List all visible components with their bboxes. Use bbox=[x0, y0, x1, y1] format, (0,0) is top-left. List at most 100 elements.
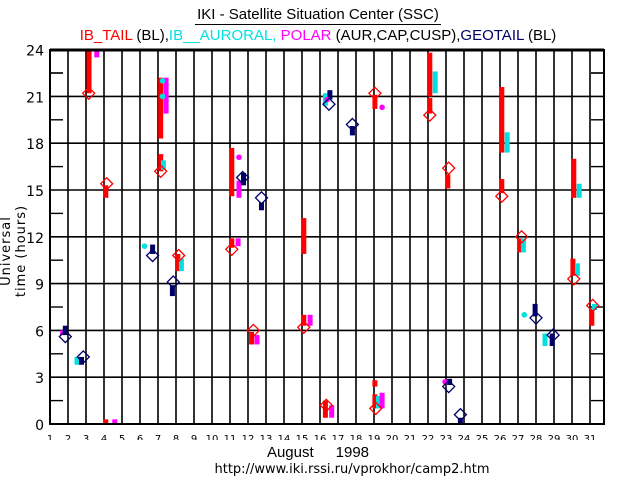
chart-plot: 1 2 3 4 5 6 7 8 9 10 11 12 13 14 15 16 17 18 19 20 21 22 23 24 2… bbox=[26, 44, 605, 440]
x-tick-label: 16 bbox=[314, 434, 327, 440]
diamond-marker-ib-tail bbox=[514, 229, 529, 244]
diamond-marker-ib-tail bbox=[566, 272, 581, 286]
legend-polar-label: POLAR bbox=[280, 27, 332, 44]
x-tick-label: 24 bbox=[458, 434, 471, 440]
x-tick-label: 21 bbox=[404, 434, 417, 440]
point-ib-auroral bbox=[521, 312, 528, 318]
x-tick-label: 17 bbox=[332, 434, 345, 440]
y-tick-label: 15 bbox=[26, 184, 44, 200]
diamond-marker-ib-tail bbox=[153, 164, 168, 179]
point-polar bbox=[379, 104, 385, 111]
x-axis-month: August bbox=[266, 444, 314, 461]
diamond-marker-ib-tail bbox=[224, 242, 239, 257]
diamond-marker-geotail bbox=[441, 379, 456, 394]
y-tick-label: 6 bbox=[35, 324, 44, 340]
diamond-marker-geotail bbox=[235, 170, 250, 185]
legend-polar-suffix: (AUR,CAP,CUSP), bbox=[331, 27, 461, 44]
interval-bar-geotail bbox=[327, 90, 333, 100]
legend-ib-tail-suffix: (BL), bbox=[132, 27, 169, 44]
x-tick-label: 18 bbox=[350, 434, 363, 440]
y-tick-label: 0 bbox=[35, 418, 44, 434]
legend-ib-tail: IB_TAIL (BL), bbox=[80, 27, 169, 44]
diamond-marker-geotail bbox=[254, 190, 269, 205]
x-tick-label: 9 bbox=[191, 434, 197, 440]
diamond-marker-geotail bbox=[529, 311, 543, 325]
x-tick-label: 3 bbox=[83, 434, 89, 440]
x-tick-label: 19 bbox=[368, 434, 381, 440]
diamond-marker-ib-tail bbox=[246, 323, 261, 338]
diamond-marker-ib-tail bbox=[585, 298, 600, 313]
x-tick-label: 8 bbox=[173, 434, 179, 440]
x-tick-label: 5 bbox=[119, 434, 125, 440]
y-ticks bbox=[50, 72, 604, 402]
point-ib-auroral bbox=[159, 93, 166, 100]
interval-bar-ib-tail bbox=[103, 185, 109, 198]
x-tick-label: 12 bbox=[242, 434, 255, 440]
x-tick-label: 20 bbox=[386, 434, 399, 440]
legend-geotail: GEOTAIL (BL) bbox=[460, 27, 556, 44]
diamond-marker-ib-tail bbox=[368, 401, 383, 416]
interval-bar-ib-tail bbox=[427, 52, 433, 97]
diamond-marker-geotail bbox=[76, 350, 91, 364]
x-tick-label: 11 bbox=[224, 434, 237, 440]
diamond-marker-geotail bbox=[166, 275, 181, 289]
y-tick-label: 21 bbox=[26, 90, 44, 106]
interval-bar-ib-tail bbox=[372, 394, 378, 409]
interval-bar-polar bbox=[379, 392, 385, 409]
x-tick-label: 23 bbox=[440, 434, 453, 440]
interval-bar-ib-tail bbox=[499, 87, 505, 153]
diamond-marker-ib-tail bbox=[367, 86, 382, 101]
diamond-marker-ib-tail bbox=[296, 320, 311, 335]
diamond-marker-geotail bbox=[58, 329, 73, 344]
interval-bar-ib-auroral bbox=[160, 160, 166, 170]
interval-bar-geotail bbox=[241, 172, 246, 186]
diamond-marker-geotail bbox=[546, 328, 561, 342]
x-tick-label: 13 bbox=[260, 434, 273, 440]
x-tick-label: 28 bbox=[530, 434, 543, 440]
source-url: http://www.iki.rssi.ru/vprokhor/camp2.ht… bbox=[214, 462, 490, 477]
interval-bar-ib-auroral bbox=[74, 356, 80, 365]
interval-bar-ib-auroral bbox=[432, 71, 438, 94]
interval-bar-polar bbox=[94, 50, 100, 58]
interval-bar-ib-tail bbox=[301, 218, 307, 254]
point-ib-auroral bbox=[159, 78, 166, 84]
interval-bar-ib-auroral bbox=[376, 395, 381, 409]
interval-bar-ib-auroral bbox=[574, 263, 580, 276]
interval-bar-ib-tail bbox=[571, 158, 577, 198]
diamond-marker-ib-tail bbox=[319, 398, 334, 413]
interval-bar-ib-auroral bbox=[592, 303, 597, 311]
x-tick-label: 26 bbox=[494, 434, 507, 440]
interval-bar-polar bbox=[235, 238, 241, 247]
legend-geotail-label: GEOTAIL bbox=[460, 27, 524, 44]
chart-marks bbox=[58, 50, 600, 424]
y-tick-label: 3 bbox=[35, 371, 44, 387]
legend-ib-auroral: IB__AURORAL, bbox=[169, 27, 281, 44]
chart-title-text: IKI - Satellite Situation Center (SSC) bbox=[195, 6, 441, 25]
interval-bar-ib-tail bbox=[445, 174, 451, 189]
interval-bar-ib-auroral bbox=[520, 238, 526, 253]
diamond-marker-geotail bbox=[145, 248, 160, 263]
interval-bar-ib-auroral bbox=[504, 132, 510, 153]
legend-ib-tail-label: IB_TAIL bbox=[79, 27, 133, 44]
interval-bar-ib-auroral bbox=[542, 333, 548, 346]
interval-bar-ib-tail bbox=[499, 179, 505, 194]
interval-bar-ib-tail bbox=[229, 147, 235, 197]
x-tick-label: 15 bbox=[296, 434, 309, 440]
interval-bar-geotail bbox=[532, 303, 538, 317]
diamond-marker-ib-tail bbox=[441, 161, 456, 176]
x-tick-label: 22 bbox=[422, 434, 435, 440]
interval-bar-ib-tail bbox=[589, 308, 595, 326]
x-tick-label: 25 bbox=[476, 434, 489, 440]
interval-bar-geotail bbox=[169, 285, 175, 297]
x-tick-label: 27 bbox=[512, 434, 525, 440]
diamond-marker-ib-tail bbox=[99, 176, 114, 191]
x-tick-label: 7 bbox=[155, 434, 161, 440]
interval-bar-ib-tail bbox=[372, 94, 378, 109]
interval-bar-ib-tail bbox=[249, 331, 255, 345]
x-tick-label: 4 bbox=[101, 434, 107, 440]
diamond-marker-geotail bbox=[345, 117, 360, 132]
y-tick-label: 24 bbox=[26, 44, 44, 60]
x-tick-label: 29 bbox=[548, 434, 561, 440]
interval-bar-ib-tail bbox=[158, 77, 164, 139]
interval-bar-polar bbox=[307, 314, 313, 326]
